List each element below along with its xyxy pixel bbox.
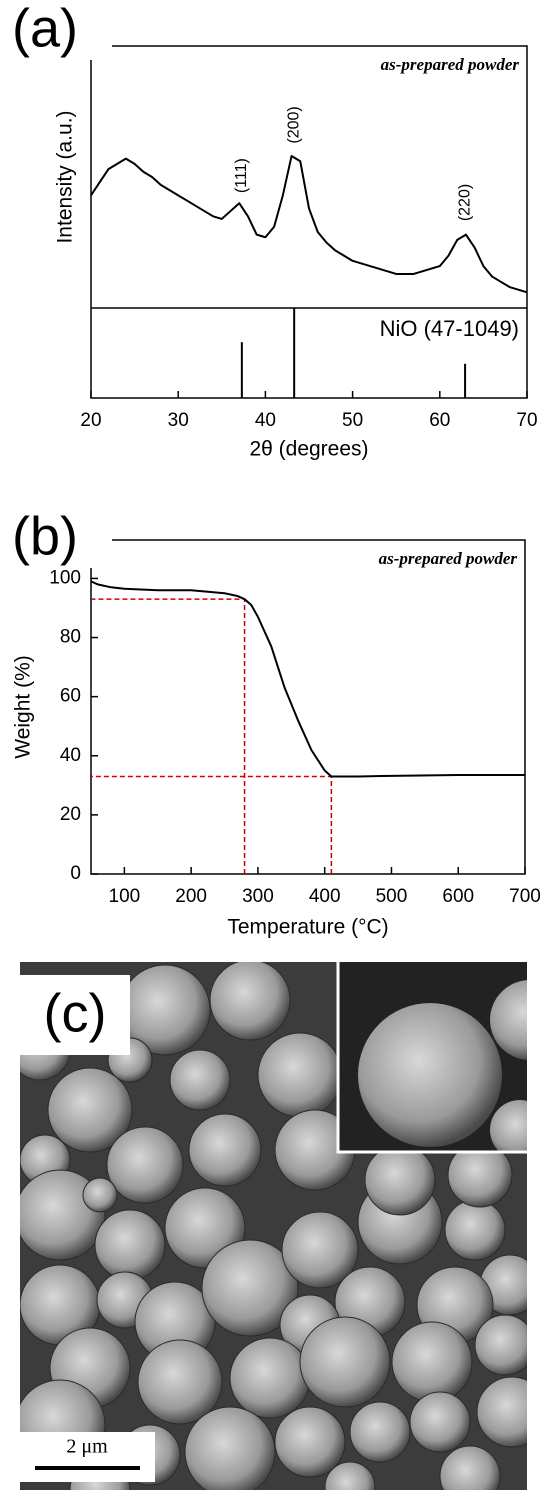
x-tick-label: 20 — [80, 410, 101, 431]
inset-sphere — [358, 1003, 502, 1147]
x-tick-label: 100 — [109, 886, 141, 907]
sem-sphere — [82, 1177, 118, 1213]
y-tick-label: 100 — [49, 567, 81, 588]
x-tick-label: 400 — [309, 886, 341, 907]
x-tick-label: 70 — [516, 410, 537, 431]
sem-sphere — [201, 1239, 299, 1337]
sem-sphere — [439, 1445, 501, 1490]
sem-sphere — [94, 1209, 166, 1281]
sem-sphere — [106, 1126, 184, 1204]
peak-label: (111) — [233, 158, 250, 193]
peak-label: (220) — [456, 184, 473, 221]
sem-sphere — [47, 1067, 133, 1153]
sem-sphere — [324, 1461, 376, 1490]
x-tick-label: 50 — [342, 410, 363, 431]
sem-sphere — [229, 1337, 311, 1419]
sem-sphere — [476, 1376, 527, 1448]
y-tick-label: 20 — [60, 804, 81, 825]
y-axis-title: Weight (%) — [12, 655, 35, 758]
panel-label: (b) — [12, 506, 78, 566]
sem-sphere — [391, 1321, 473, 1403]
y-axis-title: Intensity (a.u.) — [54, 110, 77, 243]
sem-sphere — [137, 1339, 223, 1425]
data-line — [90, 155, 528, 294]
peak-label: (200) — [285, 106, 302, 143]
label-background — [0, 510, 112, 568]
sem-sphere — [257, 1032, 343, 1118]
sem-sphere — [184, 1406, 276, 1490]
sem-sphere — [188, 1113, 262, 1187]
guide-line — [91, 598, 246, 874]
plot-frame — [90, 45, 528, 399]
x-axis-title: 2θ (degrees) — [249, 438, 368, 461]
y-tick-label: 40 — [60, 745, 81, 766]
sem-sphere — [274, 1406, 346, 1478]
scale-box — [20, 1432, 155, 1482]
panel-label: (c) — [44, 983, 107, 1043]
x-tick-label: 500 — [376, 886, 408, 907]
reference-label: NiO (47-1049) — [380, 316, 519, 341]
x-tick-label: 200 — [175, 886, 207, 907]
sem-sphere — [281, 1211, 359, 1289]
guide-line — [91, 775, 333, 874]
x-tick-label: 600 — [442, 886, 474, 907]
panel-label: (a) — [12, 0, 78, 58]
x-tick-label: 60 — [429, 410, 450, 431]
label-box — [20, 975, 130, 1055]
y-tick-label: 60 — [60, 686, 81, 707]
sem-sphere — [349, 1401, 411, 1463]
annotation: as-prepared powder — [381, 55, 520, 74]
y-tick-label: 0 — [70, 863, 81, 884]
sem-sphere — [474, 1314, 527, 1376]
scale-bar — [35, 1466, 140, 1470]
y-tick-label: 80 — [60, 627, 81, 648]
sem-sphere — [444, 1199, 506, 1261]
x-tick-label: 30 — [168, 410, 189, 431]
data-line — [90, 580, 525, 778]
sem-sphere — [409, 1391, 471, 1453]
inset-sphere — [490, 980, 527, 1060]
inset-border — [336, 962, 527, 1154]
sem-sphere — [364, 1144, 436, 1216]
scale-bar-label: 2 μm — [66, 1436, 108, 1458]
sem-sphere — [169, 1049, 231, 1111]
x-tick-label: 300 — [242, 886, 274, 907]
label-background — [0, 2, 112, 60]
sem-inset — [338, 962, 527, 1152]
inset-sphere — [490, 1100, 527, 1152]
sem-sphere — [209, 962, 291, 1041]
annotation: as-prepared powder — [379, 549, 518, 568]
x-axis-title: Temperature (°C) — [227, 916, 388, 939]
plot-frame — [90, 539, 526, 875]
x-tick-label: 700 — [509, 886, 541, 907]
sem-sphere — [299, 1316, 391, 1408]
x-tick-label: 40 — [255, 410, 276, 431]
